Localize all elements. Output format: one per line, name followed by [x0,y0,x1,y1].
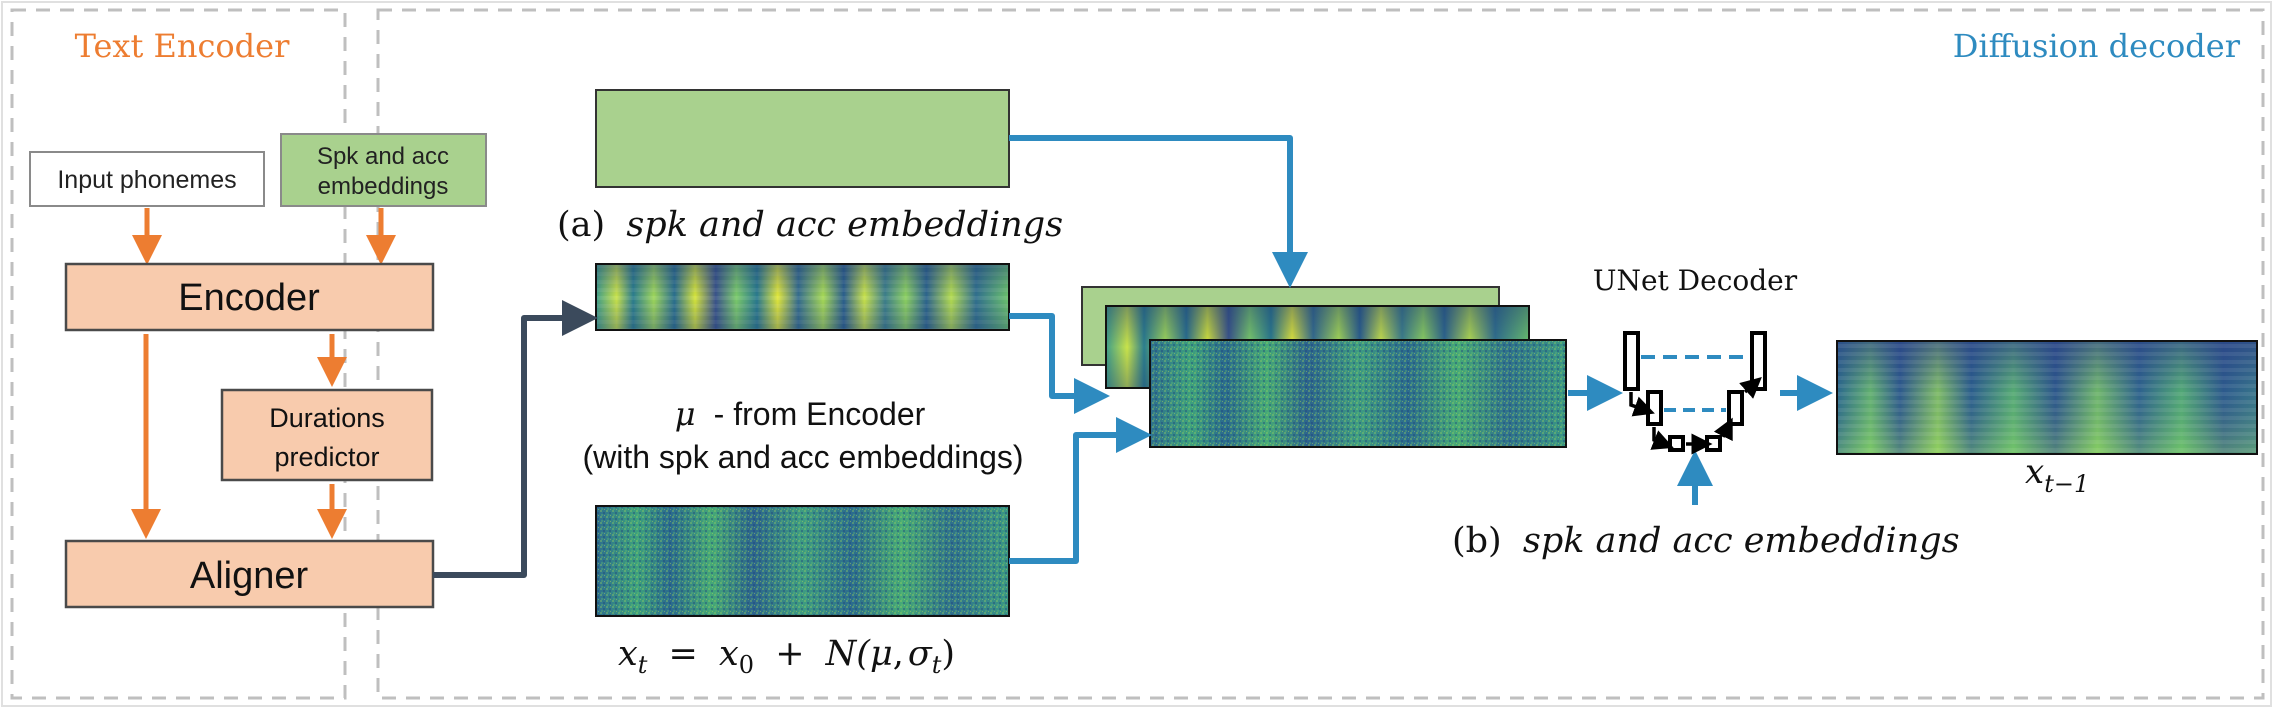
normal-sigma: σ [908,634,933,674]
label-b-text: spk and acc embeddings [1523,521,1960,561]
mu-spectrogram [595,263,1010,331]
arrow-mu-to-stack [1009,313,1110,414]
plus-sign: + [775,634,804,674]
normal-mu: μ [870,634,893,674]
spk-acc-embeddings-box [280,133,487,207]
xt-spectrogram [595,505,1010,617]
mu-label-2: (with spk and acc embeddings) [582,439,1023,475]
label-b-prefix: (b) [1452,521,1502,561]
output-label: xt−1 [2025,452,2089,498]
spk-acc-embeddings-label-2: embeddings [318,173,449,200]
output-spectrogram [1836,340,2258,455]
input-phonemes-label: Input phonemes [57,166,236,194]
stacked-inputs [1081,286,1567,448]
stack-xt-layer [1149,339,1567,448]
encoder-label: Encoder [178,277,320,319]
x0-var: x [719,634,739,674]
label-a: (a) spk and acc embeddings [557,205,1063,245]
xt-eq: = [669,634,698,674]
unet-title: UNet Decoder [1593,264,1798,297]
xt-sub: t [638,651,648,679]
arrow-aligner-to-mu [433,300,598,578]
spk-acc-embeddings-label-1: Spk and acc [317,143,449,170]
durations-label-2: predictor [274,442,379,472]
output-sub: t−1 [2044,470,2089,498]
mu-text: - from Encoder [714,396,926,432]
unet-icon [1623,331,1767,455]
x0-sub: 0 [739,651,754,679]
normal-comma: , [893,634,904,674]
durations-label-1: Durations [269,403,385,433]
arrow-embeddings-a-to-stack [1009,135,1308,288]
input-phonemes-box [29,151,265,207]
aligner-label: Aligner [190,555,309,597]
diffusion-decoder-title: Diffusion decoder [1953,27,2241,65]
encoder-box [64,262,435,332]
normal-close: ) [941,634,955,674]
output-var: x [2025,452,2044,492]
label-b: (b) spk and acc embeddings [1452,521,1960,561]
arrow-xt-to-stack [1009,417,1152,564]
text-encoder-title: Text Encoder [75,27,290,65]
normal-open: N( [825,634,872,674]
durations-predictor-box [220,388,434,482]
embeddings-a-box [595,89,1010,188]
text-encoder-panel [10,8,347,700]
label-a-text: spk and acc embeddings [626,205,1063,245]
mu-label-1: μ - from Encoder [675,395,926,433]
xt-var: x [618,634,638,674]
label-a-prefix: (a) [557,205,605,245]
normal-sub: t [932,651,942,679]
diffusion-decoder-panel [376,8,2265,700]
mu-symbol: μ [675,395,696,433]
xt-equation: xt = x0 + N(μ, σt) [618,634,955,682]
